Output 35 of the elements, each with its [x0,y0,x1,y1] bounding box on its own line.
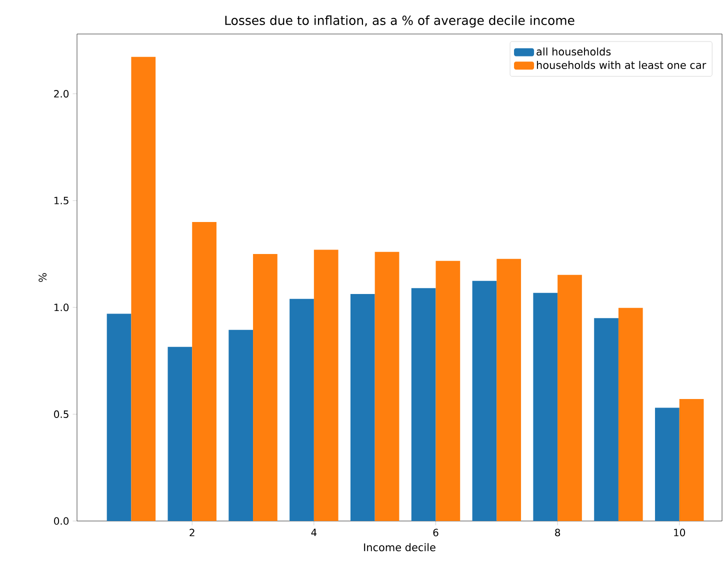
y-tick-label: 1.5 [54,196,68,204]
y-axis-title: % [38,273,47,282]
y-tick-label: 1.0 [54,304,69,312]
y-tick-label: 0.0 [54,517,69,525]
bar [472,280,497,521]
bar [533,292,558,521]
x-tick-label: 2 [190,528,194,536]
bar [168,346,192,521]
x-tick-label: 6 [433,528,438,536]
y-tick-label: 2.0 [54,90,69,98]
bar [618,308,643,521]
bar [436,260,460,521]
bar [131,56,156,521]
bar [228,330,254,521]
bar [496,258,522,521]
legend-label: all households [536,47,611,56]
x-tick-label: 8 [555,528,560,536]
x-axis-title: Income decile [364,543,436,552]
bar [314,250,338,521]
bar [374,252,400,521]
bar [558,274,582,521]
y-tick-label: 0.5 [54,410,68,418]
bar [106,314,132,521]
bar [655,408,680,521]
chart-title: Losses due to inflation, as a % of average decile income [225,15,574,28]
bar [594,318,618,521]
x-tick-label: 10 [674,528,686,536]
x-tick-label: 4 [311,528,317,536]
bar [411,288,436,521]
bar [290,298,314,521]
bar [679,399,704,521]
bar [253,254,278,521]
bar [350,294,375,521]
bar [192,222,216,521]
legend-label: households with at least one car [536,60,706,69]
